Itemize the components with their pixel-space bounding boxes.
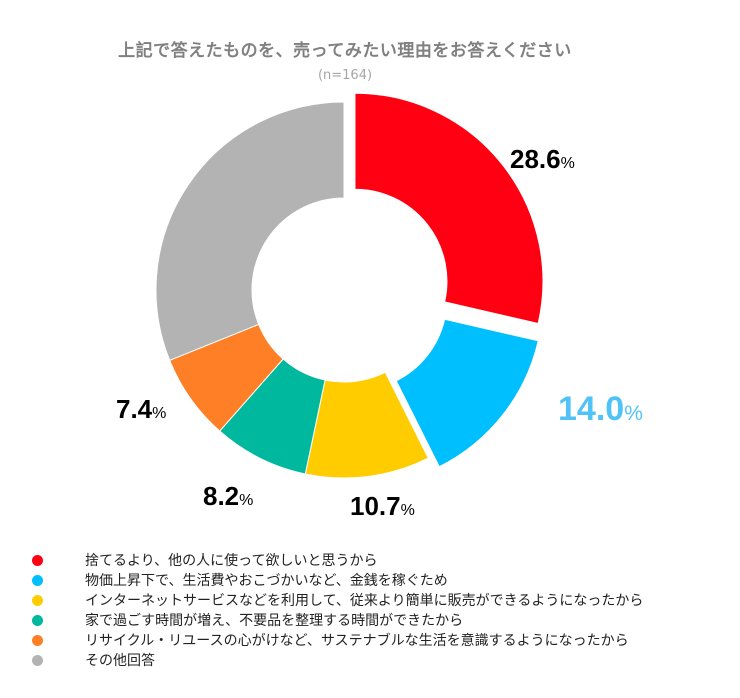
data-label: 14.0% [558,390,643,428]
legend-label: 家で過ごす時間が増え、不要品を整理する時間ができたから [85,613,464,629]
legend-dot-icon [32,634,43,646]
legend-item: 物価上昇下で、生活費やおこづかいなど、金銭を稼ぐため [32,570,732,590]
percent-sign: % [561,155,575,172]
data-label: 28.6% [510,144,575,174]
legend-dot-icon [32,614,43,626]
percent-sign: % [152,405,166,422]
legend-label: インターネットサービスなどを利用して、従来より簡単に販売ができるようになったから [85,593,644,609]
legend-item: インターネットサービスなどを利用して、従来より簡単に販売ができるようになったから [32,590,732,610]
donut-chart: 28.6% 14.0% 10.7% 8.2% 7.4% [116,92,643,521]
donut-slice [354,92,544,325]
legend-dot-icon [32,594,43,606]
donut-slice [395,318,539,468]
legend-label: その他回答 [85,653,155,669]
legend-dot-icon [32,554,43,566]
legend: 捨てるより、他の人に使って欲しいと思うから 物価上昇下で、生活費やおこづかいなど… [32,550,732,670]
legend-dot-icon [32,574,43,586]
data-label: 10.7% [350,491,415,521]
percent-sign: % [401,502,415,519]
legend-item: 家で過ごす時間が増え、不要品を整理する時間ができたから [32,610,732,630]
legend-dot-icon [32,654,43,666]
donut-slice [155,101,345,361]
data-label: 8.2% [203,481,253,511]
legend-label: 捨てるより、他の人に使って欲しいと思うから [85,553,378,569]
legend-item: 捨てるより、他の人に使って欲しいと思うから [32,550,732,570]
data-label: 7.4% [116,394,166,424]
legend-label: リサイクル・リユースの心がけなど、サステナブルな生活を意識するようになったから [85,633,629,649]
legend-item: その他回答 [32,650,732,670]
percent-sign: % [239,492,253,509]
chart-title: 上記で答えたものを、売ってみたい理由をお答えください [118,41,572,61]
legend-item: リサイクル・リユースの心がけなど、サステナブルな生活を意識するようになったから [32,630,732,650]
percent-sign: % [624,402,643,425]
legend-label: 物価上昇下で、生活費やおこづかいなど、金銭を稼ぐため [85,573,448,589]
chart-subtitle: (n=164) [317,68,373,83]
